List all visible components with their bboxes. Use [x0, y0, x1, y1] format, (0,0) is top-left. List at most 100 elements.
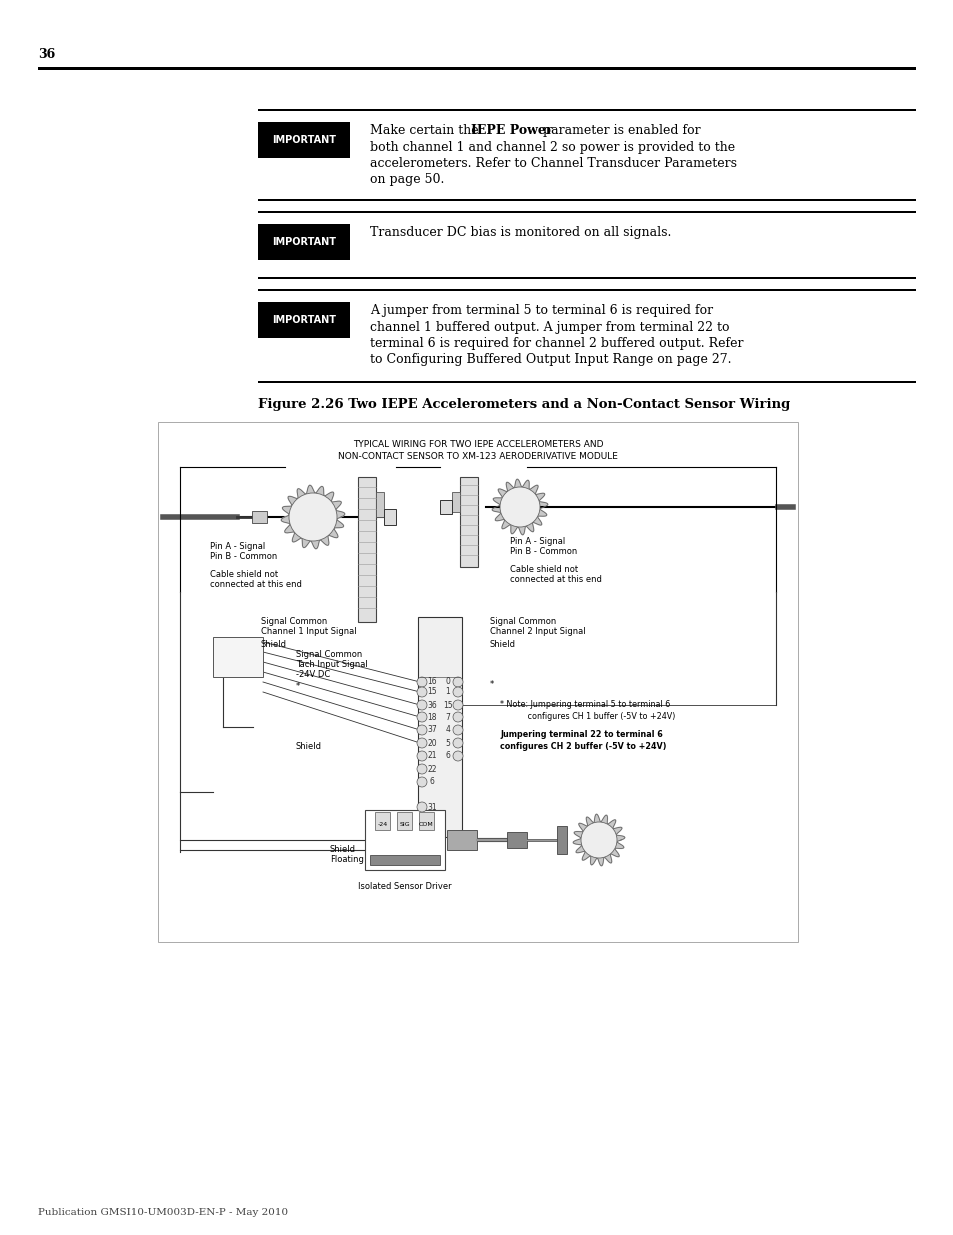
- Text: Channel 1 Input Signal: Channel 1 Input Signal: [261, 627, 356, 636]
- Text: IMPORTANT: IMPORTANT: [272, 135, 335, 144]
- Text: Pin B - Common: Pin B - Common: [510, 547, 577, 556]
- Circle shape: [416, 687, 427, 697]
- Circle shape: [453, 751, 462, 761]
- Bar: [396, 811, 412, 830]
- Text: IMPORTANT: IMPORTANT: [272, 315, 335, 325]
- Text: Shield: Shield: [295, 742, 322, 751]
- Circle shape: [416, 739, 427, 748]
- Circle shape: [416, 713, 427, 722]
- Circle shape: [453, 739, 462, 748]
- Text: 20: 20: [427, 739, 436, 747]
- Bar: [257, 303, 350, 338]
- Text: configures CH 2 buffer (-5V to +24V): configures CH 2 buffer (-5V to +24V): [499, 742, 666, 751]
- Text: 7: 7: [445, 713, 450, 721]
- Text: Cable shield not: Cable shield not: [210, 571, 278, 579]
- Polygon shape: [281, 485, 344, 548]
- Text: Jumpering terminal 22 to terminal 6: Jumpering terminal 22 to terminal 6: [499, 730, 662, 739]
- Circle shape: [580, 823, 617, 858]
- Circle shape: [416, 700, 427, 710]
- Bar: [158, 422, 797, 942]
- Text: to Configuring Buffered Output Input Range on page 27.: to Configuring Buffered Output Input Ran…: [370, 353, 731, 367]
- Circle shape: [453, 677, 462, 687]
- Bar: [257, 122, 350, 158]
- Circle shape: [453, 725, 462, 735]
- Text: Cable shield not: Cable shield not: [510, 564, 578, 574]
- Text: 37: 37: [427, 725, 436, 735]
- Text: Pin A - Signal: Pin A - Signal: [510, 537, 565, 546]
- Text: A jumper from terminal 5 to terminal 6 is required for: A jumper from terminal 5 to terminal 6 i…: [370, 304, 713, 317]
- Bar: [257, 277, 915, 279]
- Bar: [38, 67, 915, 69]
- Text: Pin B - Common: Pin B - Common: [210, 552, 277, 561]
- Text: Pin A - Signal: Pin A - Signal: [210, 542, 265, 551]
- Text: IMPORTANT: IMPORTANT: [272, 237, 335, 247]
- Text: -24: -24: [377, 823, 387, 827]
- Circle shape: [416, 777, 427, 787]
- Text: Signal Common: Signal Common: [261, 618, 327, 626]
- Text: on page 50.: on page 50.: [370, 173, 444, 186]
- Text: NON-CONTACT SENSOR TO XM-123 AERODERIVATIVE MODULE: NON-CONTACT SENSOR TO XM-123 AERODERIVAT…: [337, 452, 618, 461]
- Text: TYPICAL WIRING FOR TWO IEPE ACCELEROMETERS AND: TYPICAL WIRING FOR TWO IEPE ACCELEROMETE…: [353, 440, 602, 450]
- Text: connected at this end: connected at this end: [510, 576, 601, 584]
- Circle shape: [416, 677, 427, 687]
- Bar: [452, 492, 459, 513]
- Bar: [257, 211, 915, 214]
- Text: * Note: Jumpering terminal 5 to terminal 6: * Note: Jumpering terminal 5 to terminal…: [499, 700, 670, 709]
- Text: COM: COM: [418, 823, 434, 827]
- Circle shape: [453, 700, 462, 710]
- Text: Publication GMSI10-UM003D-EN-P - May 2010: Publication GMSI10-UM003D-EN-P - May 201…: [38, 1208, 288, 1216]
- Text: IEPE Power: IEPE Power: [471, 124, 552, 137]
- Text: 22: 22: [427, 764, 436, 773]
- Text: Channel 2 Input Signal: Channel 2 Input Signal: [490, 627, 585, 636]
- Bar: [257, 109, 915, 111]
- Bar: [257, 199, 915, 201]
- Text: channel 1 buffered output. A jumper from terminal 22 to: channel 1 buffered output. A jumper from…: [370, 321, 729, 333]
- Text: terminal 6 is required for channel 2 buffered output. Refer: terminal 6 is required for channel 2 buf…: [370, 337, 742, 350]
- Text: Figure 2.26 Two IEPE Accelerometers and a Non-Contact Sensor Wiring: Figure 2.26 Two IEPE Accelerometers and …: [257, 398, 789, 411]
- Text: 15: 15: [443, 700, 453, 709]
- Text: Shield: Shield: [490, 640, 516, 650]
- Bar: [213, 637, 263, 677]
- Text: 36: 36: [38, 48, 55, 62]
- Bar: [370, 855, 439, 864]
- Text: 16: 16: [427, 678, 436, 687]
- Circle shape: [499, 487, 539, 527]
- Text: *: *: [295, 682, 300, 692]
- Bar: [375, 492, 384, 517]
- Polygon shape: [492, 479, 547, 535]
- Text: Make certain the: Make certain the: [370, 124, 482, 137]
- Bar: [417, 618, 461, 837]
- Bar: [375, 811, 390, 830]
- Bar: [459, 477, 477, 567]
- Bar: [357, 477, 375, 622]
- Text: 6: 6: [445, 752, 450, 761]
- Bar: [252, 511, 267, 522]
- Bar: [257, 224, 350, 261]
- Circle shape: [289, 493, 336, 541]
- Bar: [447, 830, 476, 850]
- Bar: [557, 826, 566, 853]
- Text: accelerometers. Refer to Channel Transducer Parameters: accelerometers. Refer to Channel Transdu…: [370, 157, 737, 170]
- Bar: [257, 380, 915, 383]
- Text: 6: 6: [429, 778, 434, 787]
- Text: 21: 21: [427, 752, 436, 761]
- Polygon shape: [573, 814, 624, 866]
- Text: 0: 0: [445, 678, 450, 687]
- Text: Isolated Sensor Driver: Isolated Sensor Driver: [357, 882, 452, 890]
- Circle shape: [453, 687, 462, 697]
- Text: Shield: Shield: [330, 845, 355, 853]
- Text: Signal Common: Signal Common: [490, 618, 556, 626]
- Circle shape: [416, 802, 427, 811]
- Bar: [439, 500, 452, 514]
- Text: Transducer DC bias is monitored on all signals.: Transducer DC bias is monitored on all s…: [370, 226, 671, 240]
- Bar: [506, 832, 526, 848]
- Circle shape: [416, 725, 427, 735]
- Bar: [257, 289, 915, 291]
- Circle shape: [453, 713, 462, 722]
- Text: -24V DC: -24V DC: [295, 671, 330, 679]
- Text: Tach Input Signal: Tach Input Signal: [295, 659, 367, 669]
- Text: 15: 15: [427, 688, 436, 697]
- Text: parameter is enabled for: parameter is enabled for: [538, 124, 700, 137]
- Text: 18: 18: [427, 713, 436, 721]
- Text: both channel 1 and channel 2 so power is provided to the: both channel 1 and channel 2 so power is…: [370, 141, 735, 153]
